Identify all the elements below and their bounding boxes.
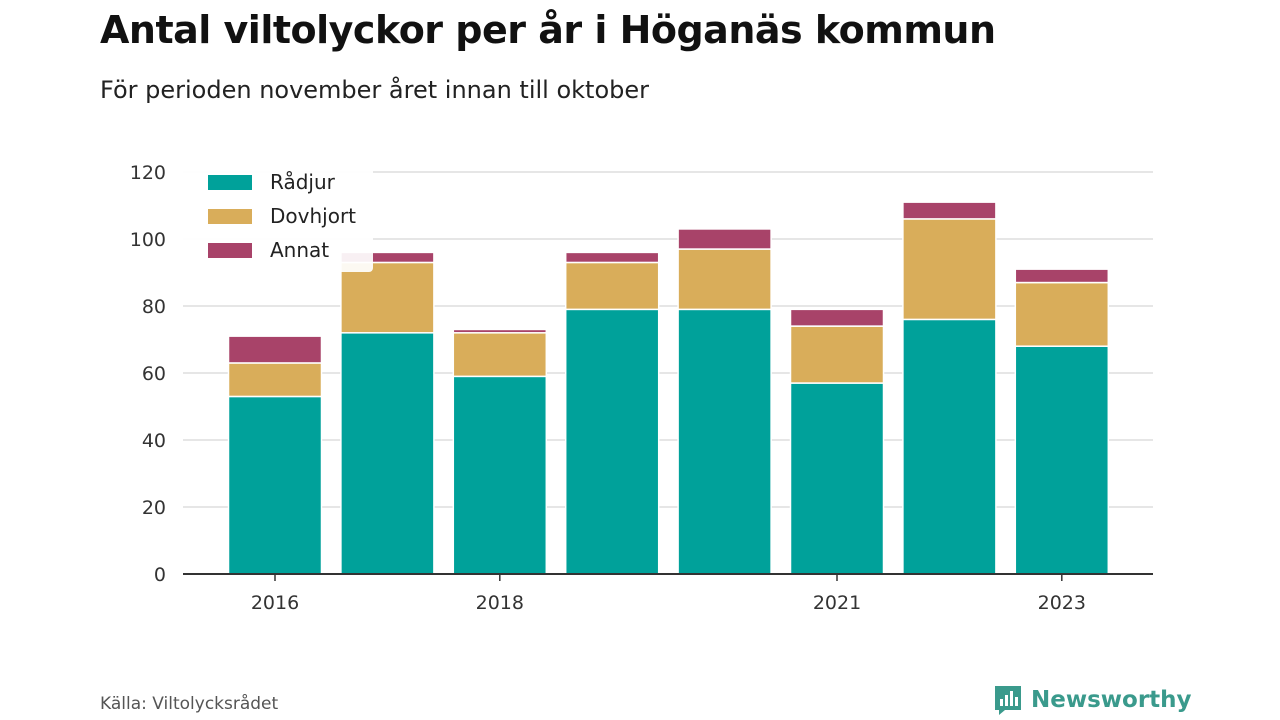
bar-segment <box>340 332 435 575</box>
bar-segment <box>227 395 323 575</box>
bar-segment <box>677 308 772 575</box>
bar-segment <box>1014 268 1110 284</box>
x-tick-label: 2023 <box>1038 592 1086 614</box>
bar-segment <box>340 261 435 334</box>
y-tick-label: 60 <box>142 363 166 385</box>
bar-segment <box>564 308 660 575</box>
y-axis-ticks: 0 20 40 60 80 100 120 <box>130 162 166 586</box>
newsworthy-logo-icon <box>995 686 1021 715</box>
bar-group-2018 <box>452 328 548 575</box>
bars <box>227 201 1110 575</box>
bar-segment <box>902 218 997 321</box>
bar-segment <box>564 251 660 264</box>
bar-group-2020 <box>677 228 772 575</box>
y-tick-label: 0 <box>154 564 166 586</box>
bar-segment <box>789 308 885 327</box>
bar-segment <box>564 261 660 311</box>
bar-group-2023 <box>1014 268 1110 575</box>
bar-segment <box>1014 281 1110 347</box>
bar-group-2016 <box>227 335 323 575</box>
y-tick-label: 80 <box>142 296 166 318</box>
legend-label: Dovhjort <box>270 204 356 228</box>
x-tick-label: 2016 <box>251 592 299 614</box>
legend: Rådjur Dovhjort Annat <box>183 164 373 272</box>
legend-label: Rådjur <box>270 170 336 194</box>
bar-segment <box>452 328 548 334</box>
legend-swatch <box>208 243 252 258</box>
y-tick-label: 120 <box>130 162 166 184</box>
source-note: Källa: Viltolycksrådet <box>100 694 279 714</box>
y-tick-label: 40 <box>142 430 166 452</box>
x-axis: 2016 2018 2021 2023 <box>183 573 1153 614</box>
bar-segment <box>452 375 548 575</box>
y-tick-label: 20 <box>142 497 166 519</box>
bar-segment <box>902 318 997 575</box>
chart-subtitle: För perioden november året innan till ok… <box>100 76 649 104</box>
brand-logo: Newsworthy <box>993 684 1192 716</box>
legend-label: Annat <box>270 238 329 262</box>
bar-segment <box>677 248 772 311</box>
bar-segment <box>452 332 548 378</box>
x-tick-label: 2021 <box>813 592 861 614</box>
bar-segment <box>789 325 885 384</box>
x-tick-label: 2018 <box>476 592 524 614</box>
chart-title: Antal viltolyckor per år i Höganäs kommu… <box>100 8 996 52</box>
bar-segment <box>789 382 885 575</box>
bar-segment <box>677 228 772 250</box>
y-tick-label: 100 <box>130 229 166 251</box>
bar-group-2022 <box>902 201 997 575</box>
bar-group-2017 <box>340 251 435 575</box>
legend-swatch <box>208 175 252 190</box>
bar-segment <box>227 362 323 398</box>
brand-name: Newsworthy <box>1031 687 1192 713</box>
legend-swatch <box>208 209 252 224</box>
bar-group-2019 <box>564 251 660 575</box>
bar-segment <box>902 201 997 220</box>
bar-group-2021 <box>789 308 885 575</box>
bar-segment <box>1014 345 1110 575</box>
bar-segment <box>227 335 323 364</box>
